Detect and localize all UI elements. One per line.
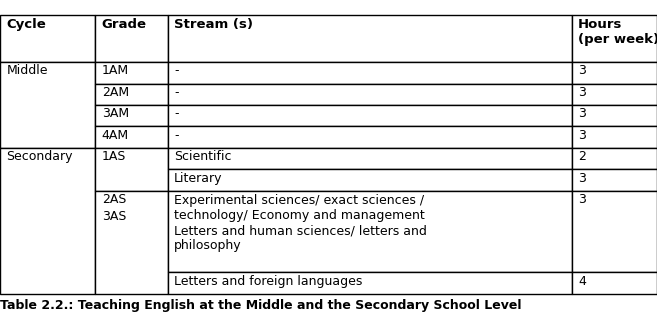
- Text: 3AM: 3AM: [102, 107, 129, 121]
- Bar: [0, 62, 95, 148]
- Bar: [572, 105, 657, 126]
- Text: Letters and foreign languages: Letters and foreign languages: [174, 275, 363, 288]
- Text: -: -: [174, 107, 179, 121]
- Text: 1AS: 1AS: [102, 150, 126, 163]
- Bar: [95, 15, 168, 62]
- Text: 3: 3: [578, 193, 586, 206]
- Bar: [0, 15, 95, 62]
- Bar: [168, 169, 572, 191]
- Bar: [95, 191, 168, 294]
- Bar: [168, 126, 572, 148]
- Text: 3: 3: [578, 172, 586, 185]
- Text: 3: 3: [578, 64, 586, 77]
- Bar: [168, 272, 572, 294]
- Bar: [572, 191, 657, 272]
- Bar: [168, 62, 572, 84]
- Bar: [168, 15, 572, 62]
- Text: 4: 4: [578, 275, 586, 288]
- Bar: [572, 169, 657, 191]
- Text: Scientific: Scientific: [174, 150, 232, 163]
- Text: 3: 3: [578, 129, 586, 142]
- Bar: [572, 62, 657, 84]
- Text: 2: 2: [578, 150, 586, 163]
- Text: Table 2.2.: Teaching English at the Middle and the Secondary School Level: Table 2.2.: Teaching English at the Midd…: [0, 299, 522, 312]
- Bar: [572, 84, 657, 105]
- Text: -: -: [174, 64, 179, 77]
- Bar: [572, 148, 657, 169]
- Bar: [168, 191, 572, 272]
- Bar: [572, 15, 657, 62]
- Text: 2AS
3AS: 2AS 3AS: [102, 193, 126, 223]
- Bar: [95, 62, 168, 84]
- Bar: [95, 84, 168, 105]
- Text: 2AM: 2AM: [102, 86, 129, 99]
- Text: Hours
(per week): Hours (per week): [578, 18, 657, 46]
- Bar: [572, 272, 657, 294]
- Bar: [95, 105, 168, 126]
- Text: Secondary: Secondary: [7, 150, 73, 163]
- Text: 3: 3: [578, 107, 586, 121]
- Bar: [168, 84, 572, 105]
- Text: -: -: [174, 129, 179, 142]
- Text: Middle: Middle: [7, 64, 48, 77]
- Bar: [168, 105, 572, 126]
- Text: 3: 3: [578, 86, 586, 99]
- Text: Experimental sciences/ exact sciences /
technology/ Economy and management
Lette: Experimental sciences/ exact sciences / …: [174, 194, 427, 252]
- Text: Literary: Literary: [174, 172, 223, 185]
- Text: 4AM: 4AM: [102, 129, 129, 142]
- Bar: [95, 126, 168, 148]
- Text: 1AM: 1AM: [102, 64, 129, 77]
- Bar: [0, 148, 95, 294]
- Bar: [572, 126, 657, 148]
- Bar: [168, 148, 572, 169]
- Text: Grade: Grade: [102, 18, 147, 31]
- Text: Stream (s): Stream (s): [174, 18, 253, 31]
- Text: -: -: [174, 86, 179, 99]
- Bar: [95, 148, 168, 191]
- Text: Cycle: Cycle: [7, 18, 47, 31]
